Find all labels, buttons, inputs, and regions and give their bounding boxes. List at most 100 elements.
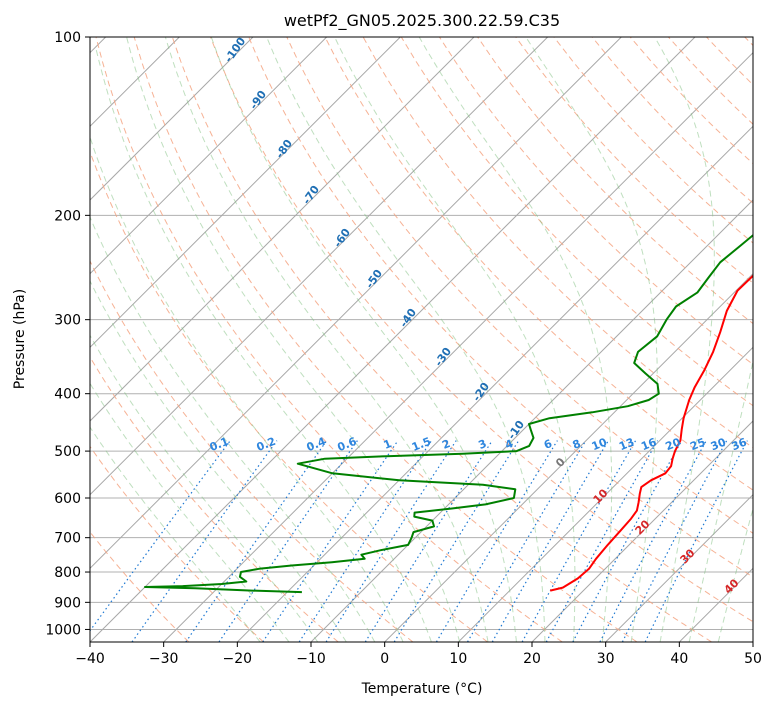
x-tick-label: 20: [523, 651, 541, 667]
y-tick-label: 100: [54, 30, 81, 46]
mixing-ratio-label: 16: [639, 435, 658, 453]
mixing-ratio-line: [545, 440, 659, 642]
y-tick-label: 400: [54, 387, 81, 403]
dry-adiabat-line: [515, 37, 753, 284]
grid-layer: [90, 37, 753, 630]
mixing-ratio-label: 20: [664, 435, 683, 453]
isotherm-line: [90, 37, 549, 496]
y-tick-label: 200: [54, 208, 81, 224]
x-tick-label: −20: [223, 651, 253, 667]
x-tick-label: −40: [75, 651, 105, 667]
mixing-ratio-label: 2: [440, 437, 452, 452]
mixing-ratio-label: 1: [382, 437, 394, 452]
moist-adiabats: [90, 37, 753, 642]
mixing-ratio-line: [599, 440, 707, 642]
dry-adiabat-line: [90, 259, 414, 642]
isotherm-line: [163, 51, 753, 642]
isotherm-line: [90, 37, 254, 201]
mixing-ratio-label: 13: [617, 436, 636, 454]
isotherm-line: [236, 125, 753, 642]
moist-adiabat-line: [525, 37, 658, 642]
mixing-ratio-line: [572, 440, 683, 642]
x-tick-label: 50: [744, 651, 762, 667]
x-tick-label: 10: [449, 651, 467, 667]
y-tick-label: 900: [54, 595, 81, 611]
mixing-ratio-label: 8: [571, 437, 583, 452]
plot-frame: [89, 36, 754, 643]
mixing-ratio-label: 30: [709, 435, 728, 453]
mixing-ratio-line: [644, 440, 748, 642]
temperature-profile: [549, 274, 753, 592]
dry-adiabat-line: [324, 37, 753, 491]
mixing-ratio-line: [491, 440, 609, 642]
moist-adiabat-line: [717, 506, 753, 642]
isotherm-line: [90, 37, 622, 570]
moist-adiabat-line: [90, 215, 376, 642]
moist-adiabat-line: [90, 382, 290, 642]
y-tick-label: 500: [54, 444, 81, 460]
chart-title: wetPf2_GN05.2025.300.22.59.C35: [284, 11, 560, 31]
x-axis: −40 −30 −20 −10 0 10 20 30 40 50: [75, 642, 762, 667]
isotherm-line: [384, 272, 753, 642]
moist-adiabat-line: [90, 279, 347, 642]
moist-adiabat-line: [688, 358, 753, 642]
mixing-ratio-label: 3: [476, 437, 488, 452]
moist-adiabat-line: [164, 37, 489, 642]
mixing-ratio-line: [435, 440, 558, 642]
mixing-ratio-line: [466, 440, 587, 642]
mixing-ratio-line: [621, 440, 728, 642]
x-tick-label: −30: [149, 651, 179, 667]
moist-adiabat-line: [90, 426, 261, 642]
mixing-ratio-lines: [90, 440, 748, 642]
isotherm-line: [605, 493, 753, 642]
dewpoint-profile: [144, 233, 753, 594]
mixing-ratio-label: 10: [590, 435, 609, 453]
moist-adiabat-line: [210, 37, 517, 642]
mixing-ratio-label: 36: [730, 435, 749, 453]
mixing-ratio-line: [131, 440, 278, 642]
moist-adiabat-line: [90, 334, 319, 642]
moist-adiabat-line: [90, 135, 404, 642]
moist-adiabat-line: [654, 37, 715, 642]
mixing-ratio-line: [298, 440, 432, 642]
profile-lines: [144, 233, 753, 594]
skewed-isotherms: [90, 37, 753, 642]
y-tick-label: 300: [54, 313, 81, 329]
isotherm-line: [90, 37, 328, 275]
x-tick-label: −10: [296, 651, 326, 667]
dry-adiabat-line: [90, 445, 264, 642]
x-tick-label: 30: [597, 651, 615, 667]
y-tick-label: 800: [54, 565, 81, 581]
dry-adiabat-line: [286, 37, 753, 534]
dry-adiabat-line: [210, 37, 753, 623]
isopleth-labels: 0.1 0.2 0.4 0.6 1 1.5 2 3 4 6 8 10 13 16 20 25 30 36-100-…: [208, 37, 749, 597]
mixing-ratio-line: [521, 440, 637, 642]
isotherm-line: [90, 37, 475, 422]
y-tick-label: 600: [54, 491, 81, 507]
x-axis-label: Temperature (°C): [361, 681, 483, 697]
moist-adiabat-line: [95, 49, 432, 642]
mixing-ratio-line: [393, 440, 520, 642]
isotherm-line: [531, 420, 753, 642]
moist-adiabat-line: [418, 37, 613, 642]
y-axis: 100 200 300 400 500 600 700 800 900 1000: [45, 30, 90, 638]
mixing-ratio-line: [185, 440, 328, 642]
dry-adiabat-line: [95, 37, 563, 642]
x-tick-label: 0: [380, 651, 389, 667]
isotherm-line: [90, 37, 401, 349]
mixing-ratio-line: [364, 440, 493, 642]
moist-adiabat-line: [266, 37, 546, 642]
y-axis-label: Pressure (hPa): [12, 289, 28, 389]
dry-adiabat-line: [248, 37, 753, 578]
moist-adiabat-line: [126, 37, 461, 642]
isotherm-line: [457, 346, 753, 642]
isotherm-line: [90, 37, 696, 642]
moist-adiabat-line: [334, 37, 576, 642]
mixing-ratio-label: 25: [688, 436, 707, 454]
x-tick-label: 40: [670, 651, 688, 667]
y-tick-label: 1000: [45, 622, 81, 638]
y-tick-label: 700: [54, 531, 81, 547]
